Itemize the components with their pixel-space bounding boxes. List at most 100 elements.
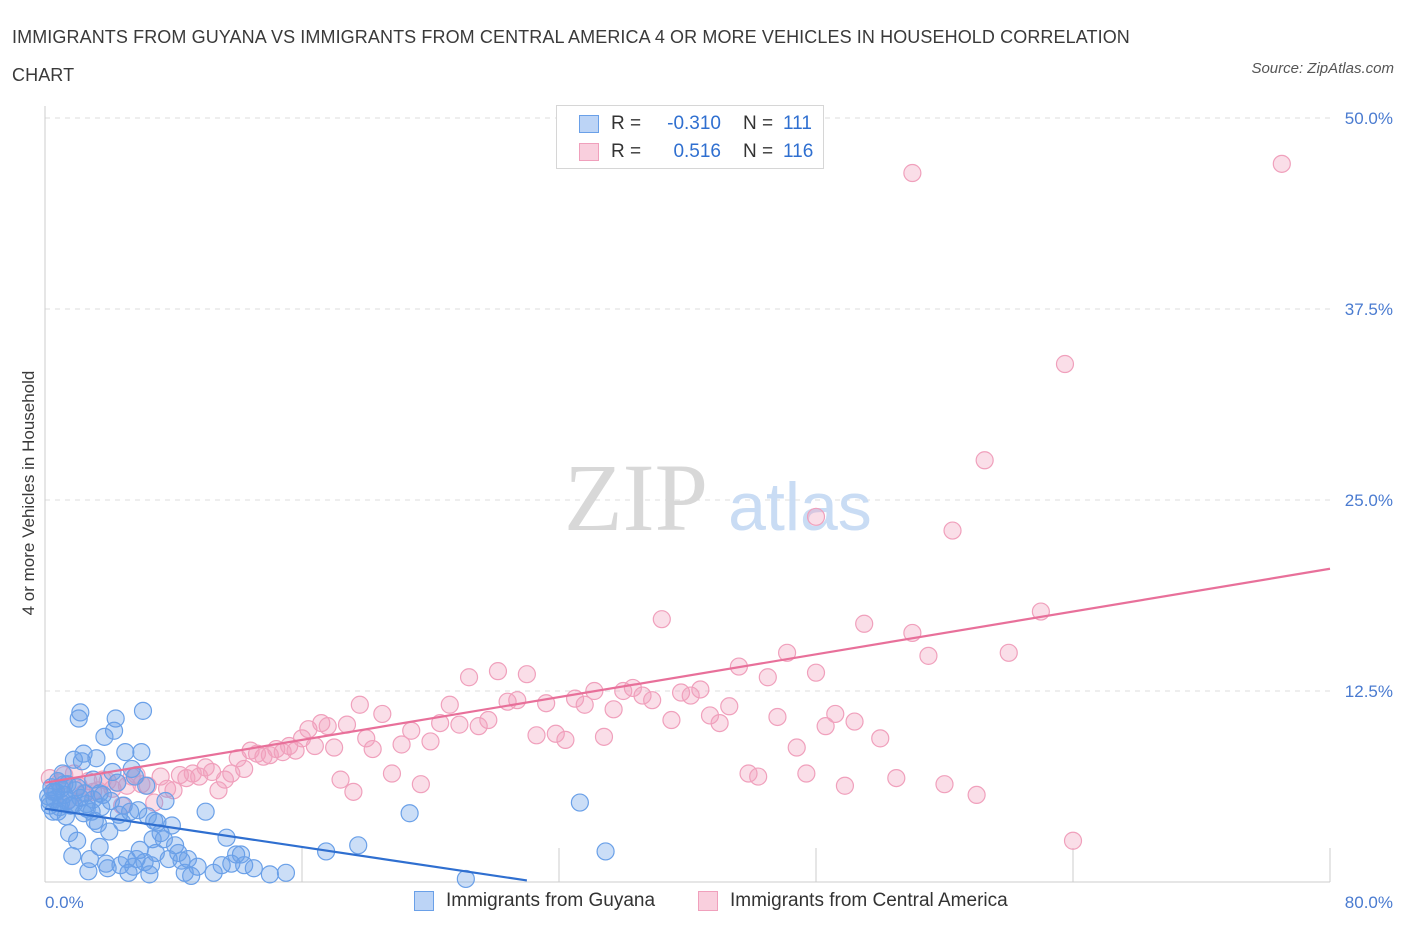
point-central-america <box>546 724 565 743</box>
point-central-america <box>871 729 890 748</box>
point-guyana <box>90 837 109 856</box>
point-central-america <box>459 668 479 687</box>
point-guyana <box>87 749 106 768</box>
bottom-legend-swatch-guyana <box>414 891 434 911</box>
point-guyana <box>156 791 175 811</box>
axes <box>44 106 1331 883</box>
point-central-america <box>402 721 421 740</box>
point-central-america <box>209 781 228 800</box>
point-central-america <box>350 695 369 714</box>
point-guyana <box>68 831 87 850</box>
point-central-america <box>331 770 350 789</box>
bottom-legend-label-central-america: Immigrants from Central America <box>730 890 1008 911</box>
point-central-america <box>652 610 671 629</box>
trend-line-central-america <box>44 567 1331 784</box>
watermark: ZIP atlas <box>564 444 872 551</box>
point-central-america <box>431 713 450 733</box>
point-central-america <box>517 665 536 684</box>
point-guyana <box>72 752 92 771</box>
point-guyana <box>188 857 207 876</box>
point-central-america <box>700 706 720 725</box>
point-guyana <box>137 776 156 795</box>
bottom-legend-label-guyana: Immigrants from Guyana <box>446 890 656 911</box>
point-central-america <box>382 764 402 783</box>
point-central-america <box>305 736 324 756</box>
legend-swatch-guyana <box>579 115 599 133</box>
chart-title: IMMIGRANTS FROM GUYANA VS IMMIGRANTS FRO… <box>12 27 1130 85</box>
point-guyana <box>276 863 296 882</box>
trend-line-guyana <box>44 807 528 882</box>
point-guyana <box>212 856 231 875</box>
point-guyana <box>106 709 125 728</box>
point-guyana <box>162 816 181 835</box>
watermark-atlas: atlas <box>728 469 872 545</box>
point-central-america <box>999 643 1018 662</box>
point-guyana <box>117 849 137 869</box>
legend-n-value: 116 <box>783 141 814 162</box>
point-central-america <box>967 785 986 805</box>
point-central-america <box>787 738 806 757</box>
point-guyana <box>154 830 173 849</box>
point-guyana <box>40 791 59 811</box>
point-central-america <box>681 686 700 705</box>
source-label: Source: ZipAtlas.com <box>1251 60 1394 77</box>
point-central-america <box>1055 354 1075 374</box>
point-guyana <box>570 793 589 812</box>
point-central-america <box>469 717 488 736</box>
legend-n-label: N = <box>743 141 774 162</box>
x-tick-label: 80.0% <box>1345 893 1393 912</box>
point-central-america <box>777 643 797 662</box>
point-guyana <box>400 804 419 823</box>
point-central-america <box>855 614 874 633</box>
point-central-america <box>392 735 411 754</box>
point-guyana <box>71 703 90 722</box>
point-central-america <box>421 732 440 751</box>
point-central-america <box>720 697 739 716</box>
point-guyana <box>133 701 153 720</box>
point-central-america <box>643 691 662 710</box>
point-guyana <box>100 822 119 841</box>
point-guyana <box>69 709 88 728</box>
point-guyana <box>349 836 368 855</box>
legend-row-central-america: R = 0.516 N = 116 <box>579 138 813 166</box>
point-central-america <box>835 776 855 795</box>
bottom-legend-item-central-america: Immigrants from Central America <box>698 890 1008 912</box>
point-central-america <box>488 662 508 681</box>
point-central-america <box>527 726 546 745</box>
point-guyana <box>68 778 87 797</box>
point-central-america <box>373 704 392 724</box>
point-central-america <box>1272 154 1291 173</box>
tick-labels: 12.5% 25.0% 37.5% 50.0% 0.0% 80.0% <box>45 109 1393 912</box>
legend-r-label: R = <box>611 141 642 162</box>
point-central-america <box>411 775 430 794</box>
point-central-america <box>691 680 710 699</box>
point-guyana <box>244 859 263 878</box>
point-central-america <box>662 710 681 730</box>
point-central-america <box>318 717 337 736</box>
watermark-zip: ZIP <box>564 444 708 551</box>
point-central-america <box>806 663 826 682</box>
legend: R = -0.310 N = 111 R = 0.516 N = 116 <box>556 105 824 169</box>
point-central-america <box>975 451 994 470</box>
y-tick-label: 12.5% <box>1345 682 1393 701</box>
point-central-america <box>633 686 652 705</box>
point-central-america <box>556 730 575 749</box>
point-central-america <box>749 767 768 786</box>
point-central-america <box>797 764 816 783</box>
point-central-america <box>806 507 826 526</box>
point-guyana <box>63 846 82 866</box>
point-central-america <box>919 646 938 665</box>
point-guyana <box>119 863 138 882</box>
point-central-america <box>816 717 835 736</box>
point-central-america <box>826 704 845 724</box>
point-central-america <box>710 713 729 733</box>
point-central-america <box>594 727 614 746</box>
point-central-america <box>575 695 594 714</box>
point-central-america <box>758 668 777 687</box>
point-central-america <box>903 163 922 183</box>
point-guyana <box>132 743 151 762</box>
point-guyana <box>95 727 114 746</box>
trend-lines <box>44 567 1331 882</box>
point-guyana <box>231 845 251 864</box>
